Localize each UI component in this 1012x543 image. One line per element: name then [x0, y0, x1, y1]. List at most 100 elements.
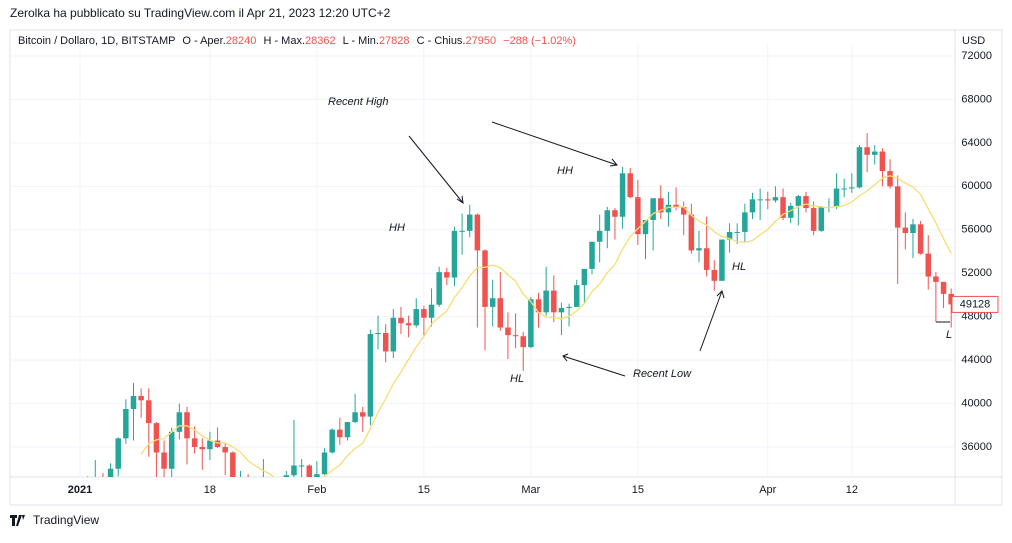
candle-body [596, 230, 603, 242]
candle-body [276, 485, 282, 508]
candle-body [138, 395, 144, 401]
candle-body [107, 468, 114, 477]
candle-body [658, 198, 664, 213]
candle-body [780, 197, 786, 218]
candle-body [749, 199, 756, 213]
high-label: H - Max. [263, 35, 305, 47]
candle-body [382, 332, 389, 352]
candle-body [902, 227, 909, 234]
candle-body [360, 412, 366, 417]
candle-body [925, 253, 932, 277]
candle-body [841, 188, 847, 190]
candle-body [528, 299, 534, 348]
candle-body [619, 173, 626, 217]
candle-body [742, 212, 748, 232]
candle-body [810, 208, 817, 231]
candle-body [421, 309, 427, 318]
footer-brand: TradingView [10, 513, 99, 527]
x-tick-label: 18 [204, 484, 216, 496]
candle-body [466, 214, 473, 231]
candle-body [214, 440, 221, 448]
candle-body [405, 323, 412, 326]
candle-body [757, 199, 763, 201]
candle-body [161, 452, 167, 469]
x-tick-label: Mar [521, 484, 540, 496]
candle-body [765, 199, 771, 201]
candle-body [474, 214, 481, 251]
candle-body [833, 188, 840, 207]
open-value: 28240 [226, 35, 257, 47]
candle-body [489, 298, 496, 307]
candle-body [298, 465, 305, 467]
candle-body [176, 412, 183, 432]
open-label: O - Aper. [182, 35, 225, 47]
y-tick-label: 60000 [961, 180, 992, 192]
candle-body [130, 395, 137, 410]
candle-body [703, 248, 710, 270]
candle-body [940, 281, 947, 294]
candle-body [581, 268, 588, 286]
candle-body [505, 327, 511, 336]
candle-body [314, 474, 320, 477]
candle-body [428, 304, 435, 318]
candle-body [390, 317, 397, 352]
candle-body [879, 151, 886, 172]
candle-body [673, 204, 679, 207]
candle-body [642, 219, 649, 235]
candle-body [680, 206, 687, 215]
annotation: HH [389, 222, 405, 234]
candle-body [207, 440, 213, 450]
candle-body [436, 272, 442, 305]
candle-body [451, 230, 458, 278]
candle-body [910, 224, 916, 234]
candle-body [398, 317, 404, 324]
candle-body [566, 306, 572, 308]
candle-body [238, 480, 244, 504]
moving-average [140, 175, 952, 477]
candle-body [787, 205, 794, 218]
x-tick-label: 2021 [68, 484, 92, 496]
annotation: Recent Low [633, 368, 692, 380]
y-tick-label: 64000 [961, 137, 992, 149]
candle-body [191, 438, 198, 448]
candle-body [635, 197, 641, 235]
candle-body [115, 438, 121, 469]
candle-body [321, 452, 328, 475]
candle-body [726, 231, 733, 240]
candle-body [803, 196, 809, 209]
candle-body [612, 210, 618, 217]
candle-body [153, 423, 160, 453]
x-tick-label: 12 [846, 484, 858, 496]
candle-body [146, 400, 152, 424]
candle-body [734, 231, 740, 233]
candle-body [253, 487, 259, 489]
candle-body [230, 452, 236, 477]
close-label: C - Chius. [417, 35, 466, 47]
y-tick-label: 48000 [961, 311, 992, 323]
grid [10, 45, 955, 477]
x-tick-label: 15 [418, 484, 430, 496]
y-tick-label: 72000 [961, 50, 992, 62]
symbol: Bitcoin / Dollaro, 1D, BITSTAMP [18, 35, 175, 47]
x-tick-label: 15 [632, 484, 644, 496]
candle-body [795, 196, 802, 206]
candle-body [268, 485, 274, 487]
y-tick-label: 44000 [961, 354, 992, 366]
candle-body [291, 465, 297, 476]
candle-body [604, 210, 611, 231]
candle-body [627, 173, 633, 198]
last-price-label: 49128 [960, 298, 991, 310]
candle-body [222, 447, 228, 453]
candle-body [168, 431, 175, 469]
candle-body [245, 480, 251, 490]
candle-body [665, 204, 672, 213]
candle-body [352, 412, 358, 423]
candle-body [872, 151, 878, 155]
candle-body [283, 475, 290, 477]
high-value: 28362 [305, 35, 336, 47]
x-tick-label: Apr [759, 484, 776, 496]
candle-body [512, 335, 519, 337]
candle-body [459, 230, 465, 232]
annotation: HL [732, 261, 746, 273]
